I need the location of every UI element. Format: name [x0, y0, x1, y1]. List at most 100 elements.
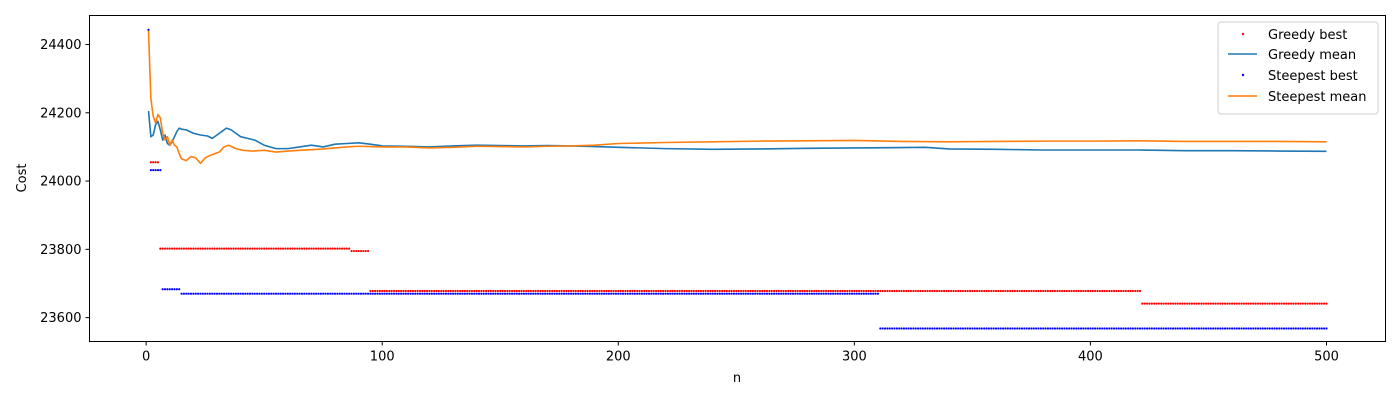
greedy-best-point	[1197, 302, 1201, 305]
greedy-best-point	[761, 289, 764, 293]
steepest-best-point	[468, 292, 471, 295]
greedy-best-point	[584, 289, 587, 293]
steepest-best-point	[270, 292, 273, 295]
steepest-best-point	[1120, 327, 1123, 330]
steepest-best-point	[709, 292, 712, 295]
greedy-best-point	[928, 289, 931, 293]
steepest-best-point	[891, 327, 894, 330]
greedy-best-point	[192, 247, 195, 250]
greedy-best-point	[874, 289, 877, 293]
greedy-best-point	[645, 289, 648, 293]
greedy-best-point	[310, 247, 313, 250]
steepest-best-point	[1221, 327, 1224, 330]
greedy-best-point	[586, 289, 589, 293]
greedy-best-point	[711, 289, 714, 293]
steepest-best-point	[1323, 327, 1326, 330]
greedy-best-point	[1136, 289, 1139, 293]
greedy-best-point	[1025, 289, 1028, 293]
greedy-best-point	[1204, 302, 1208, 305]
greedy-best-point	[695, 289, 698, 293]
steepest-best-point	[1049, 327, 1052, 330]
greedy-best-point	[848, 289, 851, 293]
greedy-best-point	[893, 289, 896, 293]
steepest-best-point	[640, 292, 643, 295]
steepest-best-point	[381, 292, 384, 295]
greedy-best-point	[234, 247, 237, 250]
steepest-best-point	[154, 169, 157, 172]
steepest-best-point	[416, 292, 419, 295]
steepest-best-point	[789, 292, 792, 295]
steepest-best-point	[730, 292, 733, 295]
greedy-best-point	[232, 247, 235, 250]
greedy-best-point	[1039, 289, 1042, 293]
greedy-best-point	[348, 247, 351, 250]
steepest-best-point	[168, 288, 171, 291]
greedy-best-point	[824, 289, 828, 293]
greedy-best-point	[492, 289, 495, 293]
greedy-best-point	[1138, 289, 1142, 293]
greedy-best-point	[713, 289, 717, 293]
steepest-best-point	[1167, 327, 1170, 330]
steepest-best-point	[541, 292, 544, 295]
steepest-best-point	[513, 292, 516, 295]
greedy-best-point	[378, 289, 381, 293]
plot-content	[147, 28, 1328, 330]
steepest-best-point	[657, 292, 660, 295]
steepest-best-point	[1230, 327, 1234, 330]
greedy-best-point	[888, 289, 891, 293]
steepest-best-point	[433, 292, 436, 295]
steepest-best-point	[983, 327, 986, 330]
steepest-best-point	[1098, 327, 1101, 330]
greedy-best-point	[411, 289, 415, 293]
greedy-best-point	[168, 247, 171, 250]
greedy-best-point	[600, 289, 603, 293]
steepest-best-point	[775, 292, 778, 295]
steepest-best-point	[1138, 327, 1142, 330]
steepest-best-point	[647, 292, 651, 295]
steepest-best-point	[232, 292, 235, 295]
steepest-best-point	[916, 327, 920, 330]
steepest-best-point	[735, 292, 738, 295]
greedy-best-point	[1240, 302, 1243, 305]
steepest-best-point	[1176, 327, 1179, 330]
steepest-best-point	[699, 292, 703, 295]
steepest-best-point	[1039, 327, 1042, 330]
steepest-best-point	[364, 292, 367, 295]
steepest-best-point	[1131, 327, 1135, 330]
steepest-best-point	[520, 292, 523, 295]
greedy-best-point	[1160, 302, 1163, 305]
greedy-best-point	[1174, 302, 1177, 305]
greedy-best-point	[510, 289, 514, 293]
steepest-best-point	[1292, 327, 1295, 330]
greedy-best-point	[248, 247, 252, 250]
steepest-mean-line	[147, 30, 1327, 165]
greedy-best-point	[1150, 302, 1153, 305]
greedy-best-point	[883, 289, 887, 293]
steepest-best-point	[855, 292, 858, 295]
greedy-best-point	[201, 247, 204, 250]
steepest-best-point	[895, 327, 898, 330]
legend: Greedy best Greedy mean Steepest best St…	[1217, 21, 1379, 115]
greedy-best-point	[735, 289, 738, 293]
y-axis-label: Cost	[15, 164, 30, 193]
greedy-best-point	[961, 289, 965, 293]
greedy-best-point	[1273, 302, 1276, 305]
steepest-best-point	[1157, 327, 1160, 330]
steepest-best-point	[442, 292, 445, 295]
steepest-best-point	[437, 292, 440, 295]
steepest-best-point	[1226, 327, 1229, 330]
steepest-best-point	[1105, 327, 1109, 330]
steepest-best-point	[352, 292, 355, 295]
greedy-best-point	[315, 247, 318, 250]
greedy-best-point	[822, 289, 825, 293]
steepest-best-point	[952, 327, 955, 330]
greedy-best-point	[1216, 302, 1219, 305]
steepest-best-point	[999, 327, 1002, 330]
greedy-best-point	[1051, 289, 1054, 293]
greedy-best-point	[971, 289, 974, 293]
steepest-best-point	[980, 327, 983, 330]
greedy-best-point	[869, 289, 872, 293]
series-steepest-mean	[147, 30, 1327, 165]
greedy-best-point	[1193, 302, 1196, 305]
steepest-best-point	[336, 292, 339, 295]
